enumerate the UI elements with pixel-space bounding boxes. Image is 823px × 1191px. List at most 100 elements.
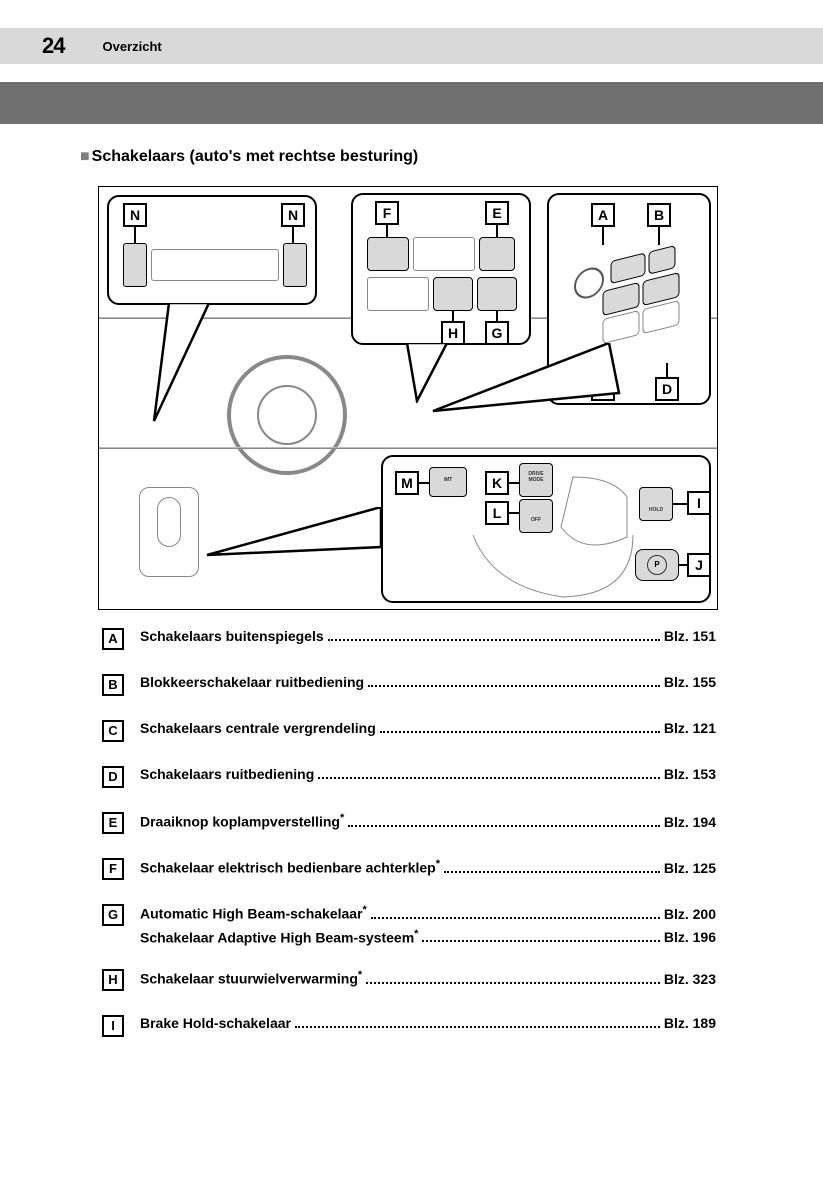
dot-leader bbox=[444, 871, 660, 873]
dash-line-2 bbox=[99, 447, 718, 449]
dot-leader bbox=[371, 917, 660, 919]
callout-nn-pointer bbox=[139, 303, 229, 423]
index-row: B Blokkeerschakelaar ruitbediening Blz. 15… bbox=[102, 674, 716, 696]
index-lines: Schakelaars centrale vergrendelingBlz. 1… bbox=[140, 720, 716, 736]
switch-n1-icon bbox=[123, 243, 147, 287]
index-row: DSchakelaars ruitbedieningBlz. 153 bbox=[102, 766, 716, 788]
drive-mode-label: DRIVE MODE bbox=[521, 471, 551, 483]
leader bbox=[496, 225, 498, 237]
index-line: Schakelaar stuurwielverwarming* Blz. 323 bbox=[140, 969, 716, 987]
page-number: 24 bbox=[42, 33, 64, 59]
dot-leader bbox=[380, 731, 660, 733]
leader bbox=[673, 503, 687, 505]
index-page: Blz. 155 bbox=[664, 674, 716, 690]
index-text: Schakelaars centrale vergrendeling bbox=[140, 720, 376, 736]
switch-l-icon bbox=[519, 499, 553, 533]
index-text: Schakelaar stuurwielverwarming* bbox=[140, 969, 362, 987]
callout-mklij-pointer bbox=[203, 507, 393, 567]
leader bbox=[419, 482, 429, 484]
index-page: Blz. 196 bbox=[664, 929, 716, 945]
leader bbox=[134, 227, 136, 243]
leader bbox=[452, 311, 454, 321]
title-marker-icon: ■ bbox=[80, 148, 90, 165]
letter-h: H bbox=[441, 321, 465, 345]
index-page: Blz. 194 bbox=[664, 814, 716, 830]
leader bbox=[292, 227, 294, 243]
index-marker: H bbox=[102, 969, 124, 991]
index-text: Automatic High Beam-schakelaar* bbox=[140, 904, 367, 922]
index-line: Schakelaar elektrisch bedienbare achterk… bbox=[140, 858, 716, 876]
index-lines: Draaiknop koplampverstelling*Blz. 194 bbox=[140, 812, 716, 830]
dot-leader bbox=[328, 639, 660, 641]
leader bbox=[386, 225, 388, 237]
index-line: Schakelaars centrale vergrendelingBlz. 1… bbox=[140, 720, 716, 736]
asterisk-icon: * bbox=[414, 928, 418, 940]
leader bbox=[509, 512, 519, 514]
index-marker: D bbox=[102, 766, 124, 788]
dot-leader bbox=[368, 685, 660, 687]
index-row: F Schakelaar elektrisch bedienbare achter… bbox=[102, 858, 716, 880]
letter-b: B bbox=[647, 203, 671, 227]
index-list: A Schakelaars buitenspiegelsBlz. 151 B Blok… bbox=[102, 628, 716, 1061]
index-line: Schakelaar Adaptive High Beam-systeem*Bl… bbox=[140, 928, 716, 946]
panel-blank bbox=[413, 237, 475, 271]
hold-label: HOLD bbox=[641, 507, 671, 513]
asterisk-icon: * bbox=[363, 904, 367, 916]
index-row: CSchakelaars centrale vergrendelingBlz. … bbox=[102, 720, 716, 742]
leader bbox=[666, 363, 668, 377]
callout-mklij: M iMT K L DRIVE MODE OFF HOLD I P J bbox=[381, 455, 711, 603]
index-page: Blz. 189 bbox=[664, 1015, 716, 1031]
index-marker: A bbox=[102, 628, 124, 650]
asterisk-icon: * bbox=[358, 969, 362, 981]
dot-leader bbox=[318, 777, 660, 779]
switch-f-icon bbox=[367, 237, 409, 271]
letter-n1: N bbox=[123, 203, 147, 227]
section-label: Overzicht bbox=[102, 39, 161, 54]
switch-i-icon bbox=[639, 487, 673, 521]
letter-i: I bbox=[687, 491, 711, 515]
header-band: 24 Overzicht bbox=[0, 28, 823, 64]
index-page: Blz. 323 bbox=[664, 971, 716, 987]
letter-f: F bbox=[375, 201, 399, 225]
grey-band bbox=[0, 82, 823, 124]
index-line: Automatic High Beam-schakelaar*Blz. 200 bbox=[140, 904, 716, 922]
dot-leader bbox=[348, 825, 660, 827]
letter-k: K bbox=[485, 471, 509, 495]
index-row: GAutomatic High Beam-schakelaar*Blz. 200… bbox=[102, 904, 716, 945]
leader bbox=[496, 311, 498, 321]
letter-j: J bbox=[687, 553, 711, 577]
p-label: P bbox=[647, 555, 667, 575]
index-text: Schakelaars buitenspiegels bbox=[140, 628, 324, 644]
dot-leader bbox=[366, 982, 660, 984]
letter-m: M bbox=[395, 471, 419, 495]
off-label: OFF bbox=[521, 517, 551, 523]
index-page: Blz. 125 bbox=[664, 860, 716, 876]
asterisk-icon: * bbox=[340, 812, 344, 824]
index-lines: Schakelaar elektrisch bedienbare achterk… bbox=[140, 858, 716, 876]
switch-g-icon bbox=[477, 277, 517, 311]
index-lines: Blokkeerschakelaar ruitbediening Blz. 155 bbox=[140, 674, 716, 690]
leader bbox=[679, 564, 687, 566]
index-marker: I bbox=[102, 1015, 124, 1037]
diagram-frame: N N F E H G A B bbox=[98, 186, 718, 610]
callout-fghe: F E H G bbox=[351, 193, 531, 345]
callout-nn: N N bbox=[107, 195, 317, 305]
dot-leader bbox=[295, 1026, 660, 1028]
index-marker: B bbox=[102, 674, 124, 696]
letter-a: A bbox=[591, 203, 615, 227]
index-text: Blokkeerschakelaar ruitbediening bbox=[140, 674, 364, 690]
index-marker: F bbox=[102, 858, 124, 880]
callout-abcd-pointer bbox=[429, 343, 629, 443]
index-line: Schakelaars buitenspiegelsBlz. 151 bbox=[140, 628, 716, 644]
panel-blank bbox=[367, 277, 429, 311]
switch-n2-icon bbox=[283, 243, 307, 287]
title-text: Schakelaars (auto's met rechtse besturin… bbox=[92, 148, 419, 165]
leader bbox=[509, 482, 519, 484]
asterisk-icon: * bbox=[436, 858, 440, 870]
letter-d: D bbox=[655, 377, 679, 401]
index-lines: Automatic High Beam-schakelaar*Blz. 200 S… bbox=[140, 904, 716, 945]
index-line: Blokkeerschakelaar ruitbediening Blz. 155 bbox=[140, 674, 716, 690]
switch-h-icon bbox=[433, 277, 473, 311]
letter-n2: N bbox=[281, 203, 305, 227]
index-page: Blz. 153 bbox=[664, 766, 716, 782]
